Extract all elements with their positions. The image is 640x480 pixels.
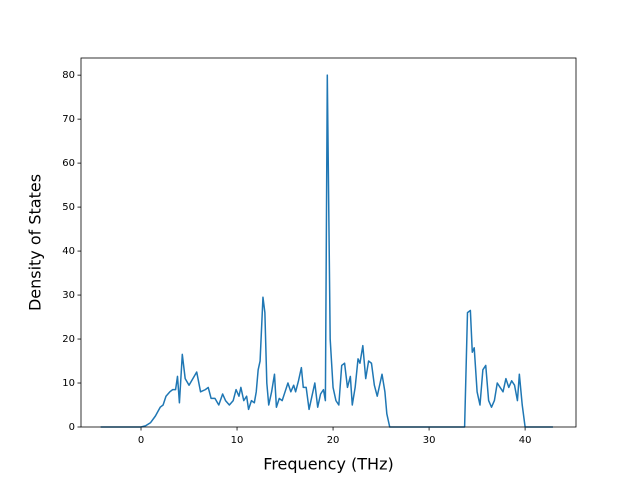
y-axis-label: Density of States [26,174,45,311]
y-tick-label: 60 [62,158,75,169]
x-axis-label: Frequency (THz) [263,455,393,474]
y-tick-label: 30 [62,290,75,301]
y-tick-label: 40 [62,246,75,257]
data-line [100,74,553,428]
x-tick-label: 20 [327,435,340,446]
x-tick-label: 10 [231,435,244,446]
x-tick-label: 0 [138,435,144,446]
x-tick-label: 40 [519,435,532,446]
y-tick-label: 50 [62,202,75,213]
y-tick-label: 80 [62,70,75,81]
plot-frame [80,57,577,428]
y-tick-label: 0 [69,422,75,433]
y-tick-label: 10 [62,378,75,389]
x-tick-label: 30 [423,435,436,446]
y-tick-label: 70 [62,114,75,125]
y-tick-label: 20 [62,334,75,345]
